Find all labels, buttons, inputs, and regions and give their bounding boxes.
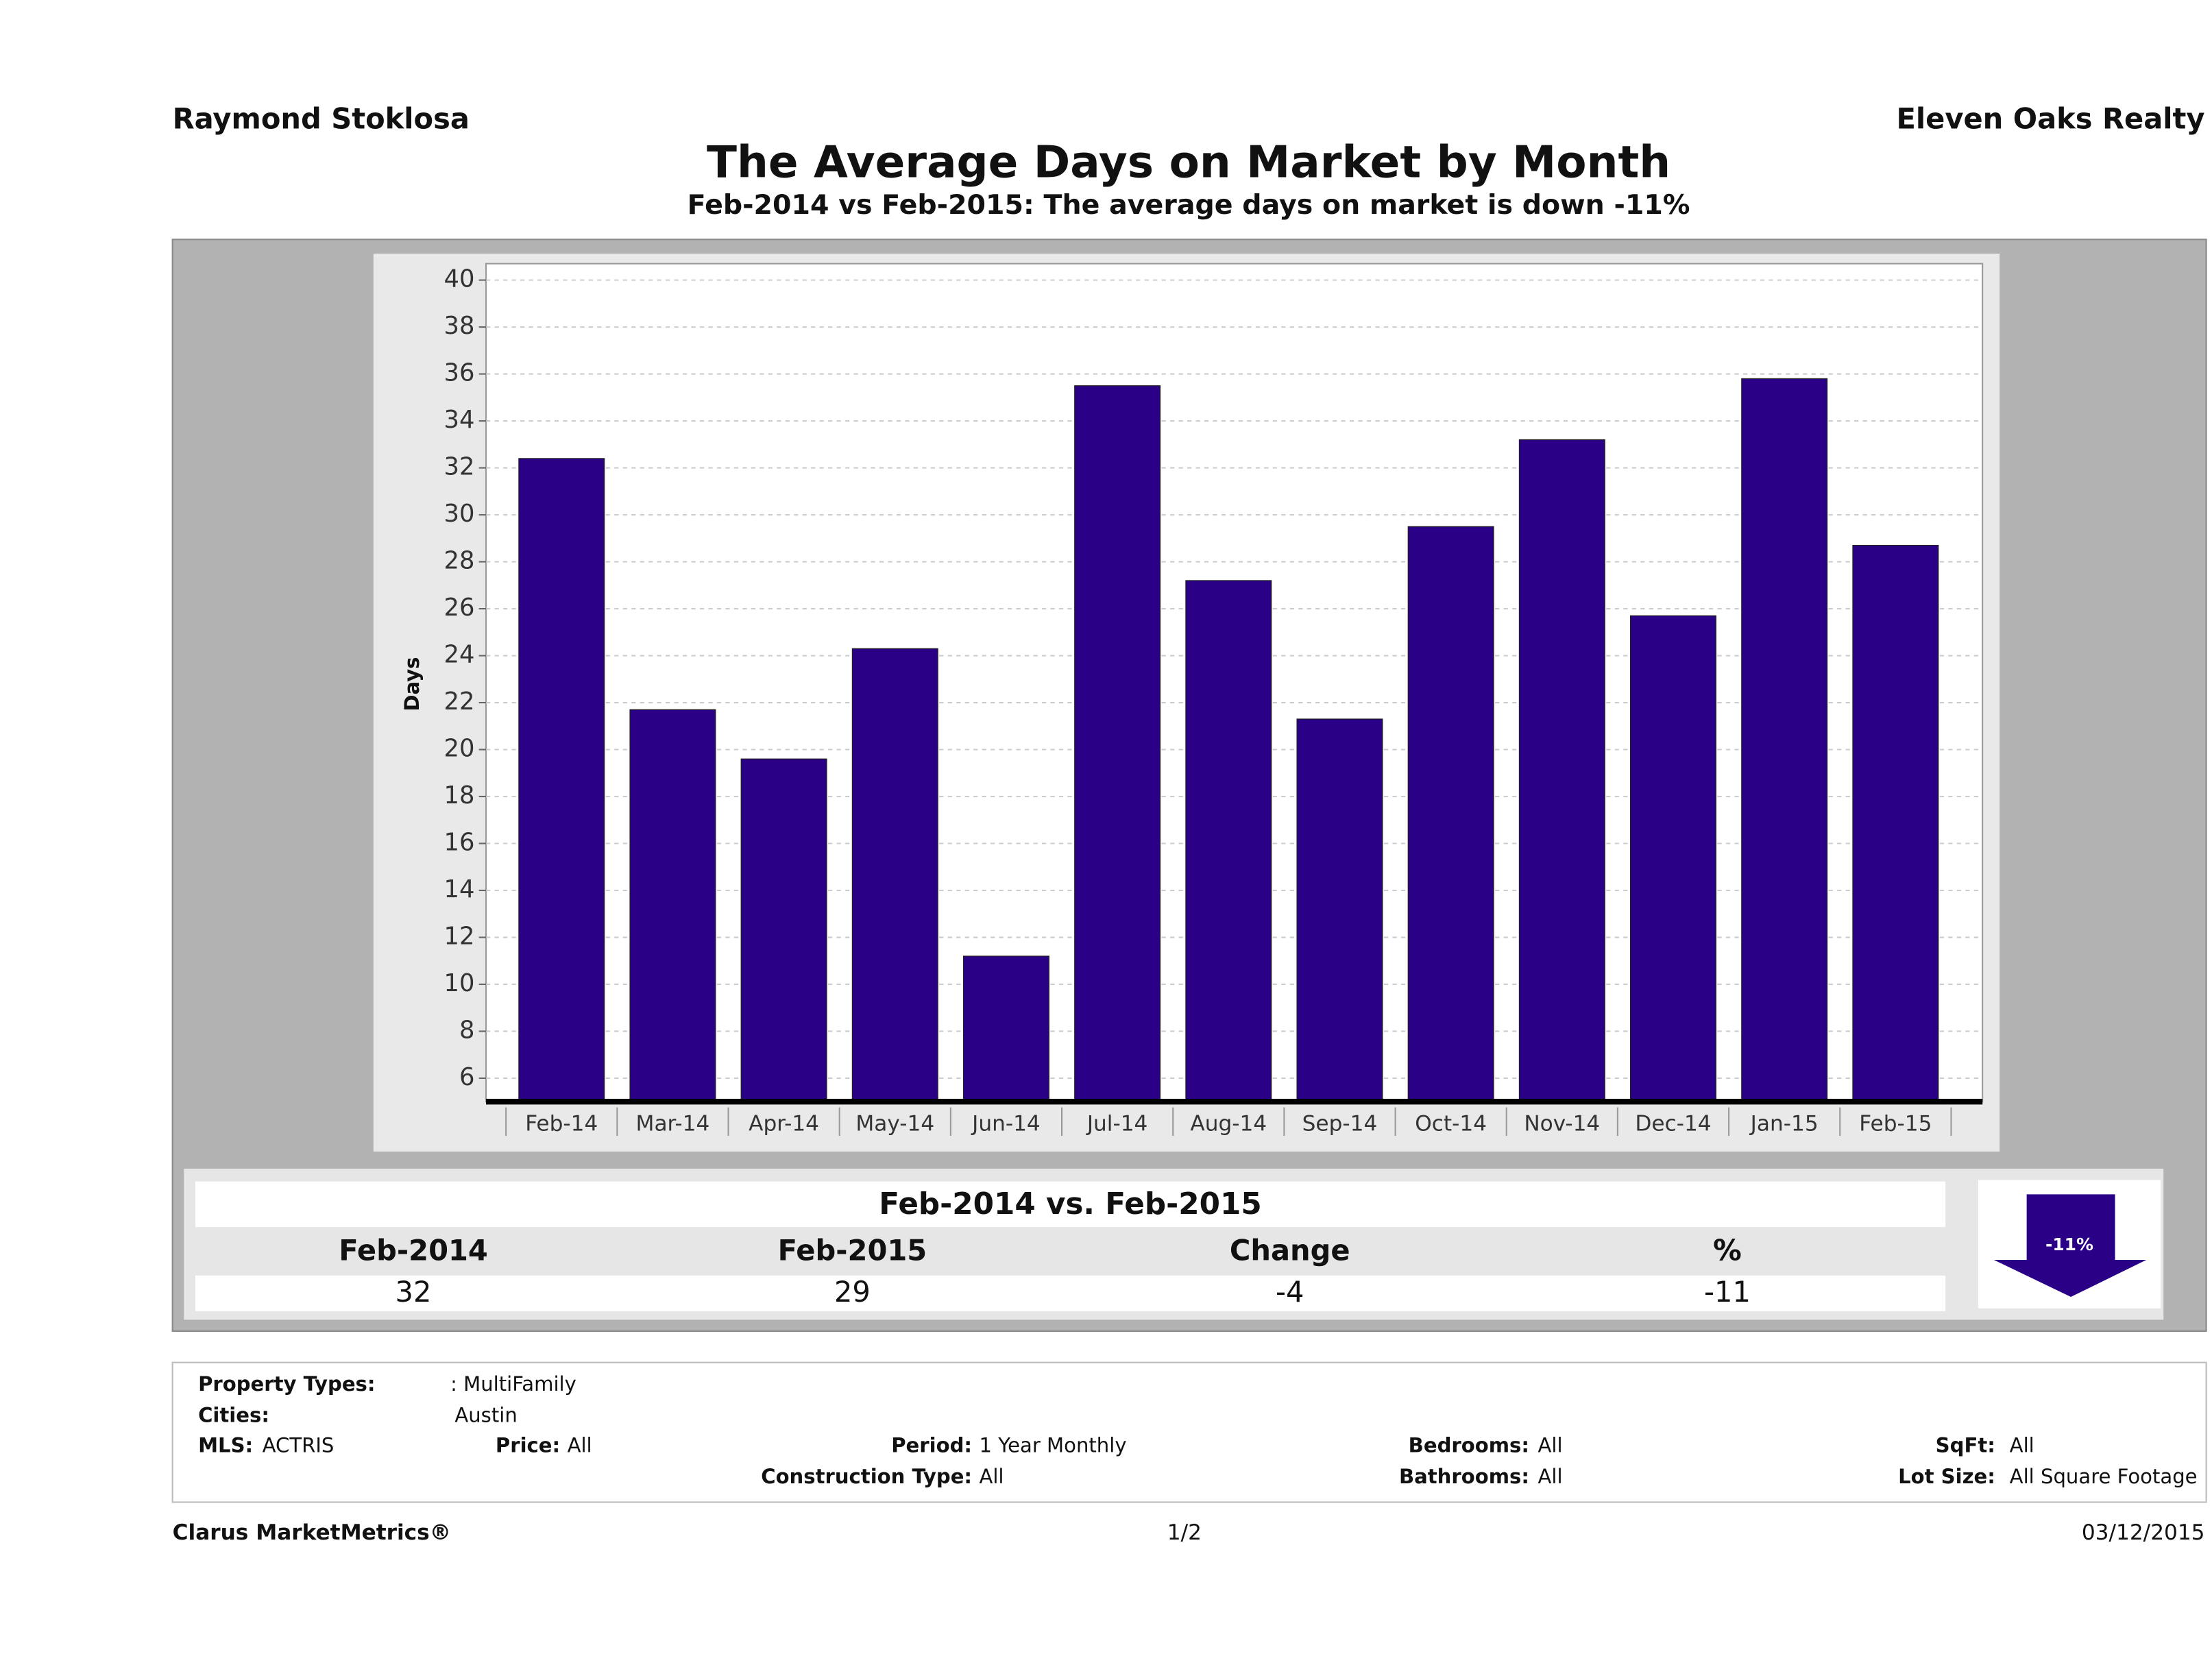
y-tick-label: 28 [443, 547, 474, 575]
filter-value: 1 Year Monthly [979, 1433, 1126, 1457]
summary-value: -4 [1276, 1275, 1304, 1309]
filter-value: All [2010, 1433, 2034, 1457]
summary-column: Feb-2014 [339, 1234, 488, 1267]
bar [1630, 615, 1717, 1102]
y-tick-label: 14 [443, 875, 474, 903]
down-arrow [1993, 1194, 2147, 1298]
y-tick-label: 8 [459, 1016, 474, 1044]
bar [1074, 385, 1161, 1102]
y-tick-label: 6 [459, 1063, 474, 1091]
filters: Property Types: : MultiFamily Cities: Austi… [198, 1372, 2197, 1488]
filter-value: All Square Footage [2010, 1465, 2198, 1488]
bar [851, 648, 938, 1102]
y-axis-label: Days [400, 657, 424, 711]
filter-label: Property Types: [198, 1372, 375, 1396]
bar [518, 458, 605, 1102]
y-tick-label: 34 [443, 406, 474, 434]
filters-box [171, 1361, 2207, 1503]
bar [962, 956, 1049, 1102]
filter-label: Lot Size: [1898, 1465, 1995, 1488]
y-tick-label: 18 [443, 781, 474, 810]
filter-label: Period: [891, 1433, 972, 1457]
summary-value-row [195, 1275, 1946, 1311]
bar [1741, 378, 1828, 1102]
filter-label: Bathrooms: [1399, 1465, 1529, 1488]
bar [1518, 439, 1605, 1102]
filter-value: All [979, 1465, 1004, 1488]
bar [1407, 526, 1494, 1102]
filter-value: All [568, 1433, 592, 1457]
y-tick-label: 10 [443, 969, 474, 997]
summary-value: -11 [1704, 1275, 1751, 1309]
summary-column: Change [1230, 1234, 1350, 1267]
x-tick-label: Mar-14 [636, 1111, 710, 1136]
x-tick-label: Nov-14 [1524, 1111, 1600, 1136]
filter-value: All [1538, 1433, 1562, 1457]
page-number: 1/2 [1167, 1520, 1202, 1545]
bar [1296, 718, 1383, 1102]
y-tick-label: 22 [443, 688, 474, 716]
y-tick-label: 24 [443, 641, 474, 669]
y-tick-label: 32 [443, 453, 474, 481]
y-tick-label: 38 [443, 312, 474, 340]
y-tick-label: 20 [443, 735, 474, 763]
x-tick-label: Sep-14 [1302, 1111, 1378, 1136]
filter-value: ACTRIS [263, 1433, 335, 1457]
y-tick-label: 40 [443, 265, 474, 293]
chart-title: The Average Days on Market by Month [707, 137, 1670, 189]
y-tick-label: 36 [443, 359, 474, 387]
brand: Clarus MarketMetrics® [173, 1520, 451, 1545]
summary-value: 29 [834, 1275, 871, 1309]
y-tick-label: 16 [443, 828, 474, 856]
x-tick-label: Jul-14 [1086, 1111, 1148, 1136]
x-tick-label: Jan-15 [1749, 1111, 1819, 1136]
summary-column: Feb-2015 [778, 1234, 927, 1267]
x-tick-label: Apr-14 [749, 1111, 819, 1136]
chart-subtitle: Feb-2014 vs Feb-2015: The average days o… [688, 189, 1690, 221]
summary-value: 32 [396, 1275, 432, 1309]
y-tick-label: 26 [443, 594, 474, 622]
filter-label: Price: [496, 1433, 560, 1457]
y-tick-label: 12 [443, 922, 474, 950]
x-tick-label: May-14 [855, 1111, 934, 1136]
x-tick-label: Feb-14 [525, 1111, 598, 1136]
filter-label: Construction Type: [761, 1465, 972, 1488]
filter-label: Cities: [198, 1404, 269, 1427]
x-tick-label: Feb-15 [1859, 1111, 1932, 1136]
x-tick-label: Aug-14 [1190, 1111, 1267, 1136]
summary-column: % [1713, 1234, 1742, 1267]
bar [1852, 544, 1939, 1102]
filter-label: MLS: [198, 1433, 253, 1457]
bar [629, 709, 716, 1102]
filter-value: Austin [454, 1404, 517, 1427]
agent: Raymond Stoklosa [173, 102, 470, 136]
summary-title-row [195, 1181, 1946, 1228]
y-tick-label: 30 [443, 500, 474, 528]
bar [1185, 580, 1272, 1102]
x-tick-label: Oct-14 [1415, 1111, 1487, 1136]
x-tick-label: Jun-14 [971, 1111, 1041, 1136]
filter-label: Bedrooms: [1409, 1433, 1529, 1457]
x-tick-label: Dec-14 [1635, 1111, 1711, 1136]
bar [740, 758, 827, 1102]
date: 03/12/2015 [2082, 1520, 2205, 1545]
filter-label: SqFt: [1936, 1433, 1995, 1457]
filter-value: : MultiFamily [450, 1372, 576, 1396]
badge-label: -11% [2045, 1235, 2093, 1254]
summary-title: Feb-2014 vs. Feb-2015 [879, 1187, 1261, 1221]
company: Eleven Oaks Realty [1897, 102, 2205, 136]
filter-value: All [1538, 1465, 1562, 1488]
